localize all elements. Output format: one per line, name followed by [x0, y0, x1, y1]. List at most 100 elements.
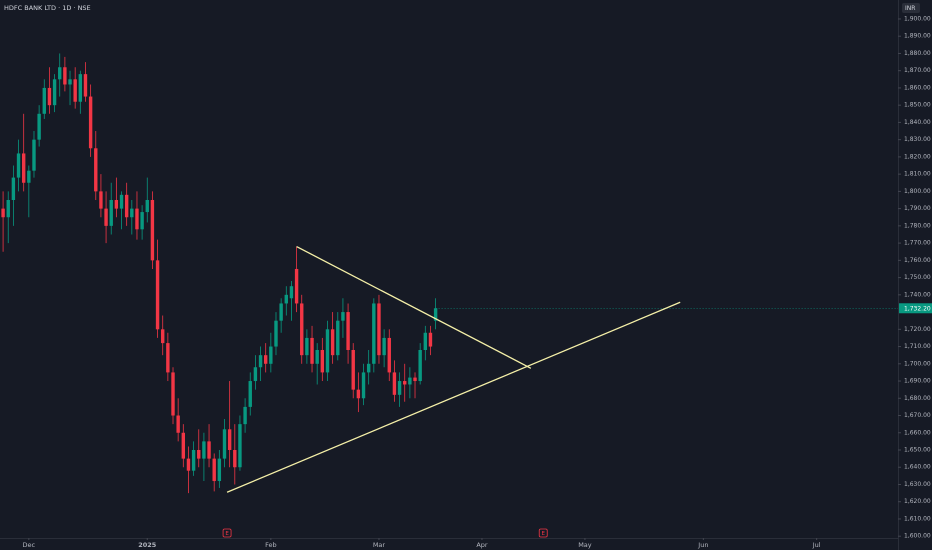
candle-body — [119, 194, 124, 209]
event-marker — [222, 528, 232, 538]
y-tick-label: 1,760.00 — [904, 257, 931, 264]
candle-body — [114, 200, 119, 209]
chart-title: HDFC BANK LTD · 1D · NSE — [4, 4, 91, 12]
candle-body — [227, 429, 232, 450]
candle-body — [68, 79, 72, 85]
currency-badge — [902, 3, 920, 13]
y-tick-label: 1,680.00 — [904, 395, 931, 402]
candle-body — [243, 406, 247, 425]
last-price-badge — [899, 303, 932, 314]
candle-body — [88, 96, 93, 149]
candle-body — [238, 424, 242, 468]
candle-body — [202, 441, 206, 459]
y-tick-label: 1,650.00 — [904, 447, 931, 454]
x-tick-label: Mar — [373, 541, 386, 549]
candle-body — [58, 67, 62, 80]
x-tick-label: Feb — [265, 541, 277, 549]
x-tick-label: May — [578, 541, 592, 549]
y-tick-label: 1,630.00 — [904, 481, 931, 488]
candle-body — [258, 355, 263, 368]
candle-body — [330, 329, 335, 356]
x-tick-label: Jun — [697, 541, 708, 549]
y-tick-label: 1,740.00 — [904, 291, 931, 298]
candle-body — [186, 458, 191, 471]
candle-body — [150, 200, 155, 261]
x-tick-label: Jul — [812, 541, 821, 549]
y-tick-label: 1,820.00 — [904, 153, 931, 160]
candle-body — [269, 346, 273, 364]
candle-body — [212, 458, 216, 482]
y-tick-label: 1,700.00 — [904, 360, 931, 367]
y-tick-label: 1,670.00 — [904, 412, 931, 419]
candle-body — [63, 67, 67, 85]
y-tick-label: 1,860.00 — [904, 84, 931, 91]
candle-body — [413, 377, 417, 382]
candle-body — [11, 177, 16, 200]
candle-body — [397, 381, 402, 395]
candle-body — [47, 87, 52, 106]
candle-body — [109, 200, 113, 226]
x-tick-label: Dec — [23, 541, 36, 549]
y-tick-label: 1,690.00 — [904, 378, 931, 385]
candle-body — [403, 381, 407, 385]
candle-body — [166, 343, 170, 373]
candle-body — [145, 200, 149, 213]
candle-body — [207, 441, 211, 459]
y-tick-label: 1,840.00 — [904, 119, 931, 126]
candle-body — [382, 337, 386, 356]
candle-body — [336, 320, 340, 356]
candle-body — [305, 337, 309, 356]
y-tick-label: 1,870.00 — [904, 67, 931, 74]
candle-body — [124, 194, 129, 218]
candle-body — [197, 450, 201, 459]
candle-body — [366, 363, 371, 373]
trendline — [296, 245, 532, 369]
candle-body — [1, 208, 5, 218]
candle-body — [217, 458, 222, 482]
y-tick-label: 1,660.00 — [904, 429, 931, 436]
candle-body — [351, 350, 355, 390]
candle-body — [284, 294, 288, 304]
y-tick-label: 1,830.00 — [904, 136, 931, 143]
candle-body — [253, 367, 258, 382]
candle-body — [83, 74, 88, 97]
currency: INR — [905, 5, 915, 12]
trendline — [226, 301, 681, 493]
candle-body — [263, 355, 268, 364]
y-tick-label: 1,800.00 — [904, 188, 931, 195]
candle-body — [279, 303, 283, 321]
y-tick-label: 1,890.00 — [904, 33, 931, 40]
y-tick-label: 1,790.00 — [904, 205, 931, 212]
candle-body — [423, 332, 428, 350]
candle-body — [294, 268, 299, 304]
candle-body — [300, 303, 304, 356]
candle-body — [274, 320, 278, 347]
candle-body — [418, 350, 422, 382]
candle-body — [320, 350, 325, 373]
candle-body — [27, 170, 31, 183]
candle-body — [181, 432, 186, 459]
candle-body — [32, 139, 36, 171]
y-tick-label: 1,900.00 — [904, 15, 931, 22]
candle-body — [155, 260, 160, 330]
candle-body — [222, 429, 227, 459]
candle-body — [140, 212, 144, 230]
x-tick-label: 2025 — [138, 541, 157, 549]
candle-body — [78, 74, 83, 102]
candle-body — [16, 153, 21, 178]
candle-body — [191, 450, 196, 471]
candle-body — [176, 415, 180, 433]
last-price-label: 1,732.20 — [904, 305, 931, 312]
y-tick-label: 1,610.00 — [904, 515, 931, 522]
candle-body — [21, 153, 26, 183]
y-tick-label: 1,720.00 — [904, 326, 931, 333]
candle-body — [99, 191, 103, 209]
candle-body — [233, 450, 237, 468]
candle-body — [356, 389, 361, 399]
event-label: E — [225, 531, 229, 537]
candle-body — [315, 350, 319, 364]
candle-body — [52, 79, 57, 106]
y-tick-label: 1,640.00 — [904, 464, 931, 471]
